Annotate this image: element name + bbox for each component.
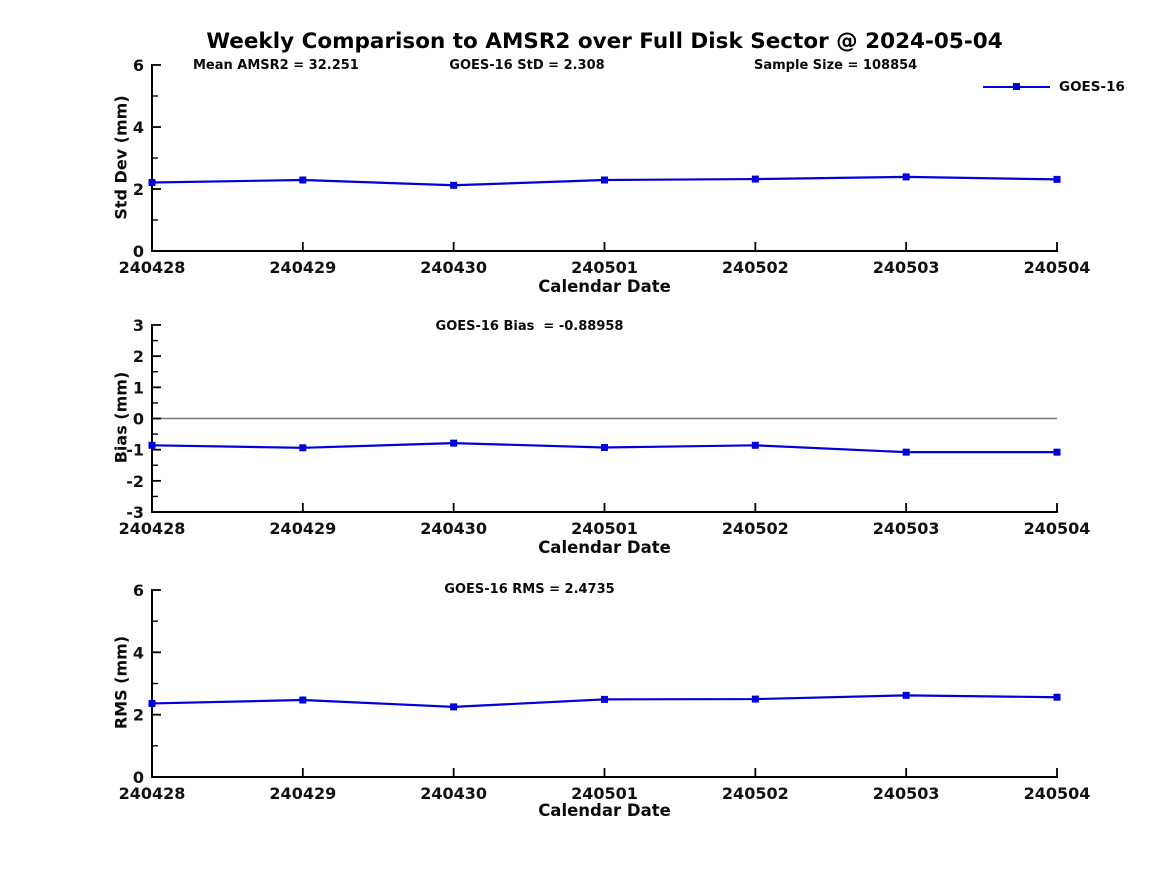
- x-tick-label: 240501: [571, 519, 638, 538]
- legend: GOES-16: [983, 79, 1125, 95]
- x-tick-label: 240503: [873, 784, 940, 803]
- x-tick-label: 240502: [722, 258, 789, 277]
- x-tick-label: 240504: [1024, 519, 1091, 538]
- annotation-mean-amsr2: Mean AMSR2 = 32.251: [193, 58, 359, 73]
- x-tick-label: 240502: [722, 784, 789, 803]
- data-point-marker: [148, 178, 156, 186]
- data-point-marker: [299, 444, 307, 452]
- data-point-marker: [902, 173, 910, 181]
- y-tick-label: 0: [133, 242, 144, 261]
- x-tick-label: 240503: [873, 258, 940, 277]
- x-tick-label: 240430: [420, 258, 487, 277]
- x-tick-label: 240430: [420, 784, 487, 803]
- data-point-marker: [299, 696, 307, 704]
- data-point-marker: [1053, 693, 1061, 701]
- x-tick-label: 240428: [119, 784, 186, 803]
- y-tick-label: 2: [133, 347, 144, 366]
- x-tick-label: 240504: [1024, 784, 1091, 803]
- x-tick-label: 240429: [269, 258, 336, 277]
- y-tick-label: 3: [133, 316, 144, 335]
- x-tick-label: 240503: [873, 519, 940, 538]
- y-tick-label: 6: [133, 581, 144, 600]
- x-tick-label: 240428: [119, 519, 186, 538]
- x-tick-label: 240428: [119, 258, 186, 277]
- data-point-marker: [601, 443, 608, 451]
- legend-label: GOES-16: [1059, 79, 1125, 95]
- y-tick-label: 0: [133, 410, 144, 429]
- y-tick-label: 1: [133, 378, 144, 397]
- x-tick-label: 240501: [571, 784, 638, 803]
- legend-line-sample: [983, 83, 1050, 91]
- data-point-marker: [1053, 175, 1061, 183]
- figure-title: Weekly Comparison to AMSR2 over Full Dis…: [206, 29, 1003, 54]
- annotation-rms: GOES-16 RMS = 2.4735: [444, 582, 615, 597]
- y-tick-label: 6: [133, 56, 144, 75]
- x-axis-label-rms: Calendar Date: [538, 801, 671, 820]
- annotation-bias: GOES-16 Bias = -0.88958: [435, 319, 624, 334]
- y-tick-label: -1: [126, 441, 144, 460]
- data-point-marker: [751, 695, 759, 703]
- y-tick-label: -2: [126, 472, 144, 491]
- data-point-marker: [601, 695, 608, 703]
- y-tick-label: 0: [133, 768, 144, 787]
- y-tick-label: 2: [133, 706, 144, 725]
- y-tick-label: 4: [133, 643, 144, 662]
- x-axis-label-bias: Calendar Date: [538, 538, 671, 557]
- x-tick-label: 240430: [420, 519, 487, 538]
- annotation-sample-size: Sample Size = 108854: [754, 58, 918, 73]
- x-axis-label-stddev: Calendar Date: [538, 277, 671, 296]
- data-point-marker: [751, 175, 759, 183]
- y-tick-label: 2: [133, 180, 144, 199]
- data-point-marker: [601, 176, 608, 184]
- data-point-marker: [450, 181, 458, 189]
- data-point-marker: [450, 703, 458, 711]
- data-point-marker: [902, 448, 910, 456]
- data-point-marker: [299, 176, 307, 184]
- x-tick-label: 240502: [722, 519, 789, 538]
- data-point-marker: [1053, 448, 1061, 456]
- x-tick-label: 240429: [269, 519, 336, 538]
- data-point-marker: [902, 691, 910, 699]
- annotation-goes-std: GOES-16 StD = 2.308: [449, 58, 605, 73]
- data-point-marker: [450, 439, 458, 447]
- y-tick-label: -3: [126, 503, 144, 522]
- data-point-marker: [148, 699, 156, 707]
- data-point-marker: [751, 441, 759, 449]
- data-point-marker: [148, 441, 156, 449]
- x-tick-label: 240429: [269, 784, 336, 803]
- x-tick-label: 240504: [1024, 258, 1091, 277]
- y-tick-label: 4: [133, 118, 144, 137]
- x-tick-label: 240501: [571, 258, 638, 277]
- legend-marker-icon: [1013, 83, 1020, 91]
